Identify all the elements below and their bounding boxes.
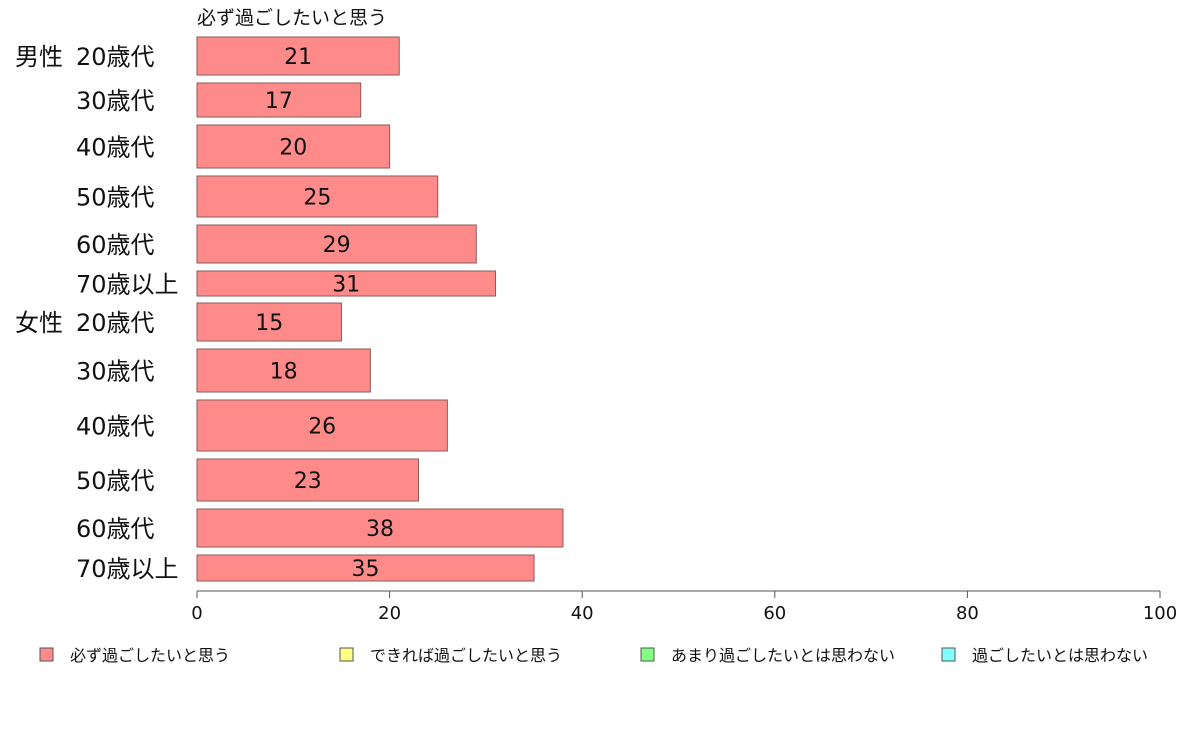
category-label: 60歳代 xyxy=(76,515,155,543)
bar-value-label: 31 xyxy=(332,273,360,298)
legend-label: できれば過ごしたいと思う xyxy=(370,646,562,665)
group-label: 女性 xyxy=(15,309,63,337)
bar-value-label: 21 xyxy=(284,45,312,70)
bars-layer: 21 20歳代 17 30歳代 20 40歳代 25 50歳代 29 60歳代 31 70歳以上 15 2… xyxy=(15,36,564,583)
bar xyxy=(196,302,342,342)
bar-value-label: 18 xyxy=(270,360,298,385)
x-tick-label: 60 xyxy=(763,603,786,624)
category-label: 40歳代 xyxy=(76,413,155,441)
bar-value-label: 15 xyxy=(255,311,283,336)
bar-value-label: 25 xyxy=(303,186,331,211)
x-tick-label: 0 xyxy=(191,603,202,624)
series-header: 必ず過ごしたいと思う xyxy=(197,7,387,29)
legend: 必ず過ごしたいと思う できれば過ごしたいと思う あまり過ごしたいとは思わない 過ごした… xyxy=(39,646,1148,665)
bar xyxy=(196,270,497,297)
bar xyxy=(196,348,371,393)
category-label: 50歳代 xyxy=(76,184,155,212)
category-label: 20歳代 xyxy=(76,309,155,337)
x-tick-label: 40 xyxy=(571,603,594,624)
bar-value-label: 26 xyxy=(308,415,336,440)
legend-label: あまり過ごしたいとは思わない xyxy=(671,646,895,665)
bar xyxy=(196,554,535,582)
category-label: 30歳代 xyxy=(76,358,155,386)
category-label: 50歳代 xyxy=(76,467,155,495)
bar xyxy=(196,399,448,452)
x-tick-label: 20 xyxy=(378,603,401,624)
bar xyxy=(196,224,477,264)
bar xyxy=(196,508,564,548)
bar-value-label: 17 xyxy=(265,89,293,114)
legend-swatch xyxy=(39,647,54,662)
category-label: 70歳以上 xyxy=(76,555,179,583)
category-label: 70歳以上 xyxy=(76,271,179,299)
bar xyxy=(196,458,419,502)
x-axis: 0 20 40 60 80 100 xyxy=(191,590,1177,624)
x-tick-label: 100 xyxy=(1143,603,1177,624)
group-label: 男性 xyxy=(15,43,63,71)
bar-value-label: 35 xyxy=(352,557,380,582)
legend-swatch xyxy=(640,647,655,662)
bar-value-label: 29 xyxy=(323,233,351,258)
bar-value-label: 23 xyxy=(294,469,322,494)
category-label: 30歳代 xyxy=(76,87,155,115)
category-label: 60歳代 xyxy=(76,231,155,259)
bar xyxy=(196,175,439,218)
bar-value-label: 20 xyxy=(279,136,307,161)
bar xyxy=(196,36,400,76)
legend-swatch xyxy=(941,647,956,662)
category-label: 40歳代 xyxy=(76,134,155,162)
bar xyxy=(196,82,362,118)
legend-label: 過ごしたいとは思わない xyxy=(972,646,1148,665)
legend-label: 必ず過ごしたいと思う xyxy=(70,646,230,665)
bar-value-label: 38 xyxy=(366,517,394,542)
category-label: 20歳代 xyxy=(76,43,155,71)
legend-swatch xyxy=(339,647,354,662)
bar xyxy=(196,124,391,169)
x-tick-label: 80 xyxy=(956,603,979,624)
